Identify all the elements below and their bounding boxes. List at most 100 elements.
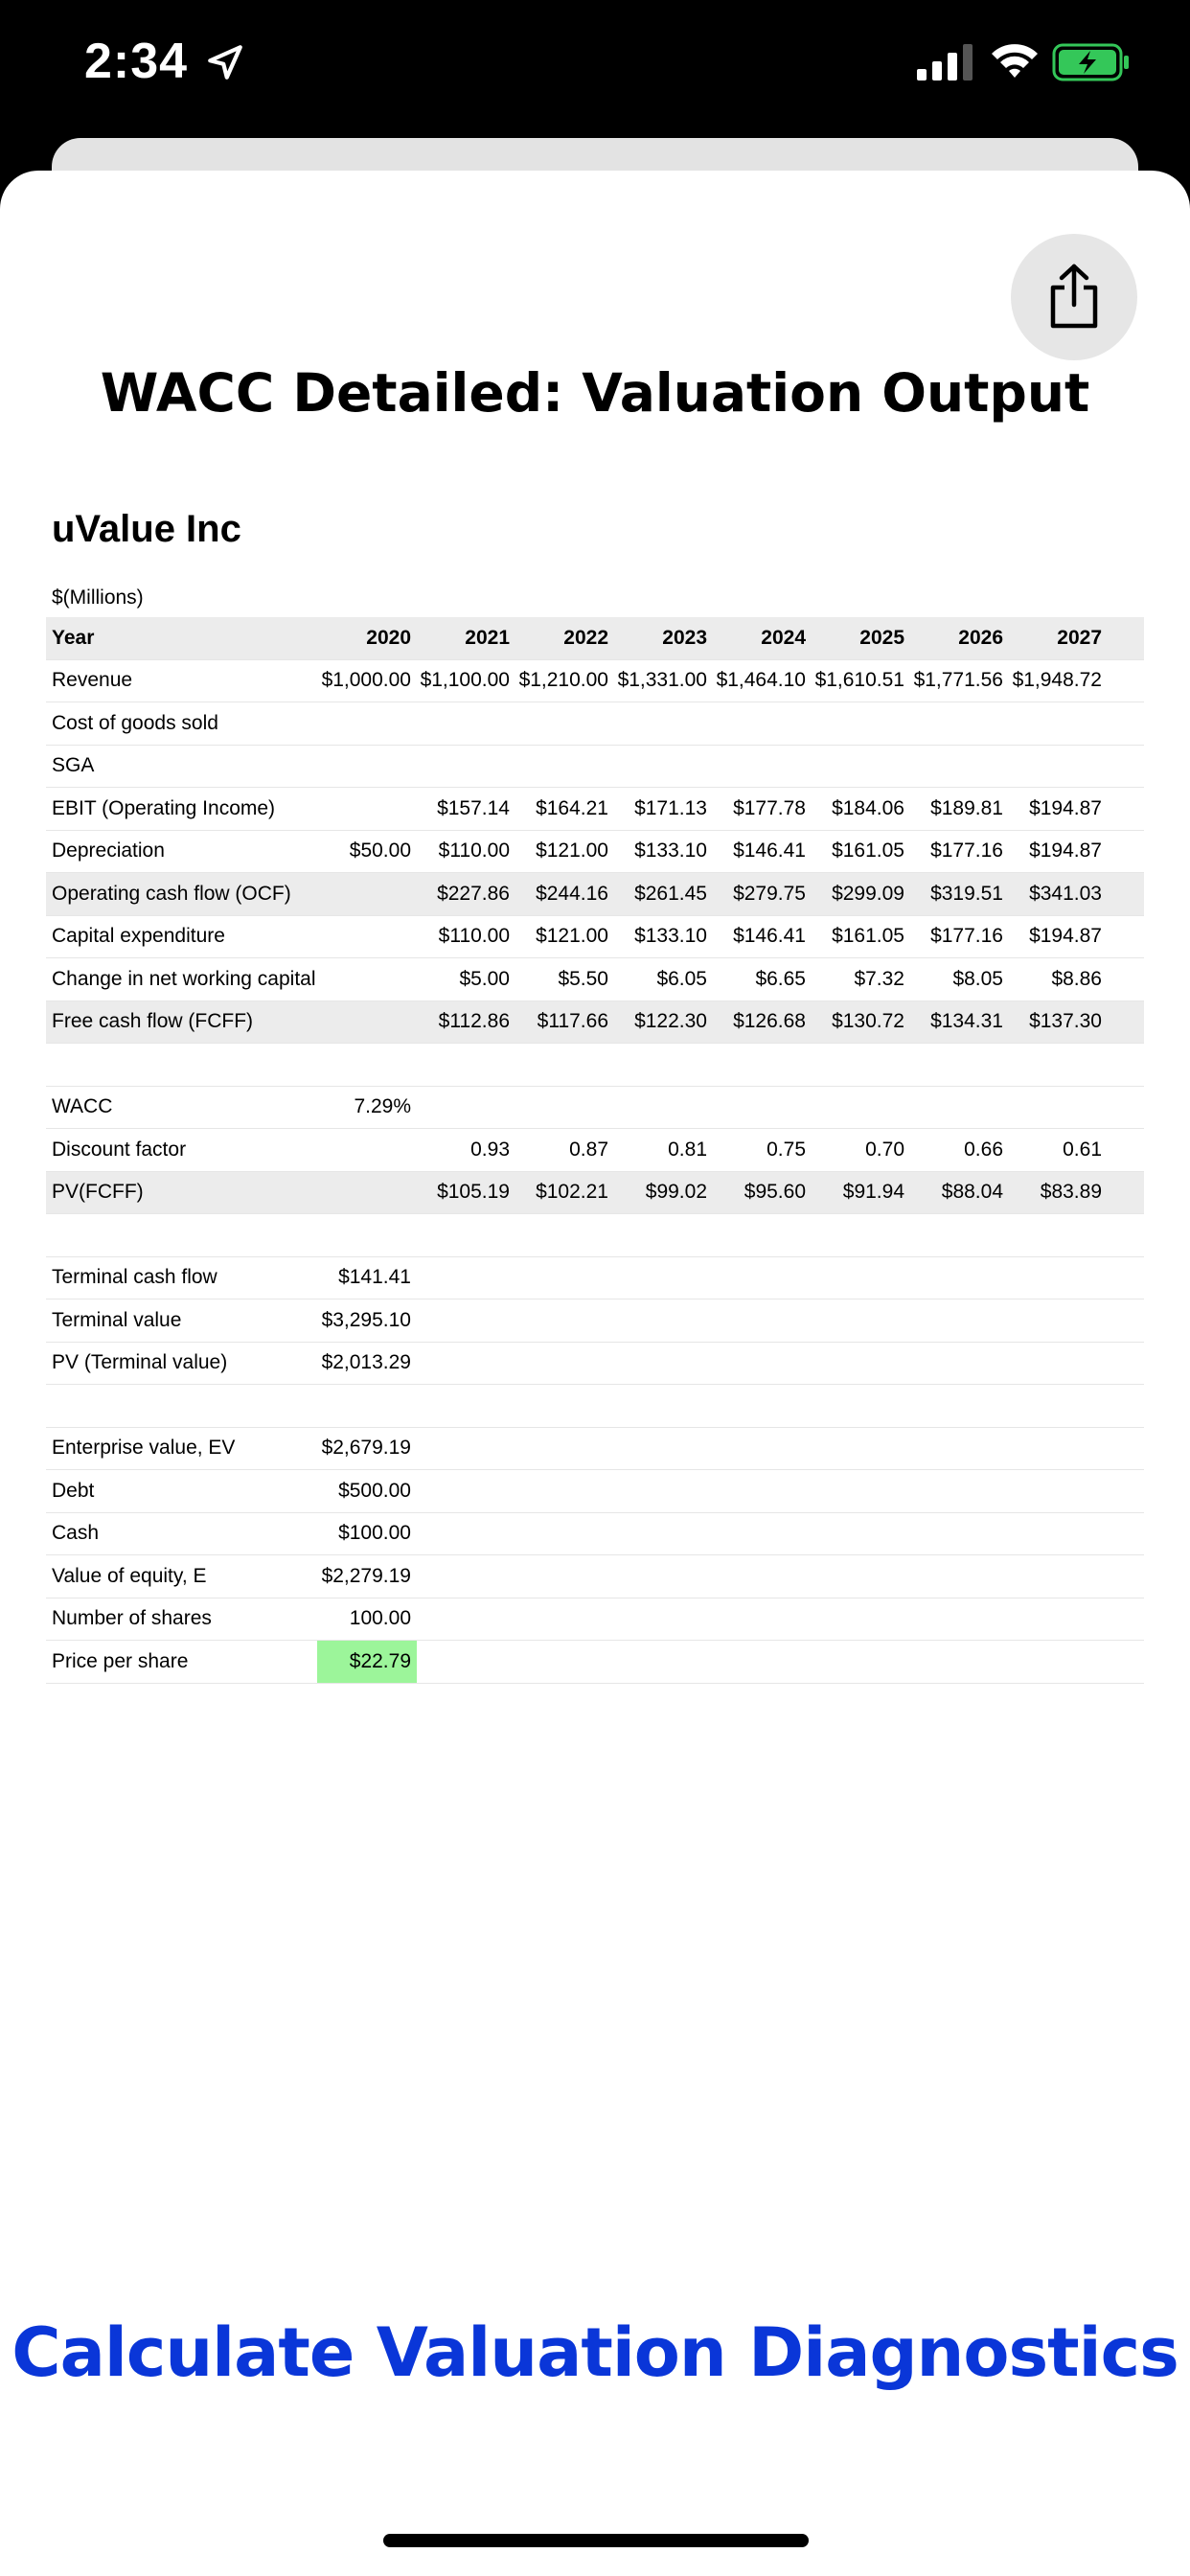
value-cell: $1,210.00 bbox=[515, 659, 614, 702]
value-cell: $177.78 bbox=[713, 787, 812, 831]
page-title: WACC Detailed: Valuation Output bbox=[100, 362, 1090, 424]
value-cell bbox=[515, 1598, 614, 1641]
value-cell bbox=[910, 745, 1009, 788]
value-cell: $3,295.10 bbox=[317, 1299, 417, 1343]
value-cell bbox=[614, 1299, 713, 1343]
value-cell: $112.86 bbox=[417, 1000, 515, 1044]
value-cell bbox=[417, 745, 515, 788]
value-cell bbox=[910, 1342, 1009, 1385]
value-cell bbox=[910, 1384, 1009, 1428]
value-cell bbox=[812, 1384, 910, 1428]
row-label: SGA bbox=[46, 745, 317, 788]
value-cell: $141.41 bbox=[317, 1256, 417, 1300]
header-year-label: Year bbox=[46, 617, 317, 660]
header-year: 2024 bbox=[713, 617, 812, 660]
value-cell: 0.81 bbox=[614, 1128, 713, 1172]
value-cell bbox=[713, 1043, 812, 1087]
row-label: Cost of goods sold bbox=[46, 702, 317, 746]
value-cell bbox=[1009, 1469, 1108, 1513]
value-cell bbox=[713, 1342, 812, 1385]
header-year: 2023 bbox=[614, 617, 713, 660]
table-row: Terminal value $3,295.10 bbox=[46, 1299, 1144, 1343]
value-cell: $194.87 bbox=[1009, 787, 1108, 831]
value-cell: $184.06 bbox=[812, 787, 910, 831]
value-cell bbox=[713, 1384, 812, 1428]
value-cell: $500.00 bbox=[317, 1469, 417, 1513]
value-cell bbox=[910, 1213, 1009, 1257]
table-row: Depreciation $50.00 $110.00 $121.00 $133.10 $… bbox=[46, 830, 1144, 873]
value-cell bbox=[812, 1598, 910, 1641]
value-cell: $6.65 bbox=[713, 957, 812, 1001]
value-cell bbox=[910, 1469, 1009, 1513]
calculate-diagnostics-button[interactable]: Calculate Valuation Diagnostics bbox=[11, 2313, 1179, 2392]
value-cell bbox=[317, 957, 417, 1001]
value-cell bbox=[910, 702, 1009, 746]
value-cell bbox=[614, 1598, 713, 1641]
row-label: PV(FCFF) bbox=[46, 1171, 317, 1214]
row-label: Capital expenditure bbox=[46, 915, 317, 958]
value-cell bbox=[713, 1299, 812, 1343]
value-cell: $105.19 bbox=[417, 1171, 515, 1214]
value-cell bbox=[1009, 1640, 1108, 1684]
row-label: Free cash flow (FCFF) bbox=[46, 1000, 317, 1044]
value-cell bbox=[614, 1086, 713, 1129]
row-label: Depreciation bbox=[46, 830, 317, 873]
value-cell bbox=[614, 1469, 713, 1513]
table-spacer-cell bbox=[1108, 745, 1144, 788]
valuation-table: Year 2020 2021 2022 2023 2024 2025 2026 2027 Reve… bbox=[46, 617, 1144, 1684]
value-cell bbox=[713, 1213, 812, 1257]
value-cell: $5.50 bbox=[515, 957, 614, 1001]
value-cell bbox=[910, 1427, 1009, 1470]
value-cell bbox=[910, 1512, 1009, 1555]
value-cell bbox=[812, 1640, 910, 1684]
value-cell bbox=[317, 745, 417, 788]
value-cell bbox=[713, 1086, 812, 1129]
value-cell bbox=[713, 745, 812, 788]
header-year: 2026 bbox=[910, 617, 1009, 660]
value-cell bbox=[614, 745, 713, 788]
value-cell bbox=[515, 745, 614, 788]
value-cell: $83.89 bbox=[1009, 1171, 1108, 1214]
value-cell: $134.31 bbox=[910, 1000, 1009, 1044]
value-cell: $110.00 bbox=[417, 915, 515, 958]
value-cell: $88.04 bbox=[910, 1171, 1009, 1214]
value-cell: $157.14 bbox=[417, 787, 515, 831]
table-spacer-cell bbox=[1108, 1469, 1144, 1513]
value-cell: $133.10 bbox=[614, 830, 713, 873]
row-label: Price per share bbox=[46, 1640, 317, 1684]
wifi-icon bbox=[992, 44, 1038, 78]
value-cell bbox=[812, 702, 910, 746]
value-cell: 0.70 bbox=[812, 1128, 910, 1172]
value-cell bbox=[614, 1640, 713, 1684]
row-label: Enterprise value, EV bbox=[46, 1427, 317, 1470]
cellular-signal-icon bbox=[917, 44, 973, 80]
value-cell: $117.66 bbox=[515, 1000, 614, 1044]
value-cell: $177.16 bbox=[910, 915, 1009, 958]
share-icon bbox=[1050, 264, 1098, 329]
value-cell: $1,464.10 bbox=[713, 659, 812, 702]
value-cell bbox=[812, 1299, 910, 1343]
header-year: 2025 bbox=[812, 617, 910, 660]
table-spacer-cell bbox=[1108, 1342, 1144, 1385]
value-cell: $194.87 bbox=[1009, 915, 1108, 958]
value-cell bbox=[812, 1342, 910, 1385]
row-label: Revenue bbox=[46, 659, 317, 702]
value-cell bbox=[1009, 1554, 1108, 1598]
value-cell bbox=[910, 1043, 1009, 1087]
share-button[interactable] bbox=[1011, 234, 1137, 360]
value-cell: $8.05 bbox=[910, 957, 1009, 1001]
location-arrow-icon bbox=[208, 45, 242, 80]
table-row: Price per share $22.79 bbox=[46, 1640, 1144, 1684]
value-cell bbox=[317, 787, 417, 831]
value-cell bbox=[713, 1427, 812, 1470]
value-cell: $7.32 bbox=[812, 957, 910, 1001]
table-spacer-cell bbox=[1108, 1384, 1144, 1428]
value-cell bbox=[417, 702, 515, 746]
home-indicator bbox=[383, 2534, 809, 2547]
value-cell bbox=[713, 1554, 812, 1598]
value-cell bbox=[614, 1043, 713, 1087]
value-cell bbox=[812, 745, 910, 788]
table-row: Free cash flow (FCFF) $112.86 $117.66 $122.… bbox=[46, 1000, 1144, 1044]
value-cell: $1,331.00 bbox=[614, 659, 713, 702]
table-spacer-cell bbox=[1108, 1256, 1144, 1300]
